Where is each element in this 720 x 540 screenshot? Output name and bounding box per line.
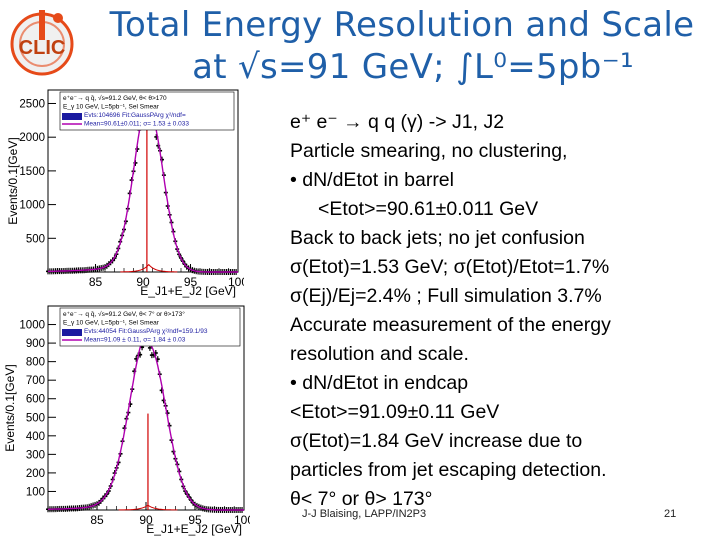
histogram-endcap: 85 90 95 100 100 200 300 400 500 600 700 800 900 1000… [4,302,250,536]
y-tick-label: 1000 [19,320,45,332]
x-tick-label: 95 [184,275,198,289]
body-line: • dN/dEtot in barrel [290,169,454,191]
y-tick-label: 400 [26,431,45,443]
legend-box [59,307,241,347]
x-axis-label: E_J1+E_J2 [GeV] [140,284,236,298]
isr-curve [120,263,178,273]
y-tick-label: 2000 [19,132,45,144]
x-tick-label: 90 [139,513,153,527]
body-line: θ< 7° or θ> 173° [290,488,433,510]
y-tick-label: 900 [26,338,45,350]
legend-text: Mean=90.61±0.011; σ= 1.53 ± 0.033 [84,121,189,128]
x-tick-label: 100 [234,513,250,527]
x-tick-label: 100 [228,275,244,289]
y-tick-label: 800 [26,357,45,369]
y-axis-label: Events/0.1[GeV] [4,364,17,451]
legend-text: E_γ 10 GeV, L=5pb⁻¹, Sel Smear [63,104,160,111]
body-line: σ(Etot)=1.84 GeV increase due to [290,430,583,452]
isr-curve [118,504,178,511]
slide-body-text: e⁺ e⁻ → q q (γ) -> J1, J2 Particle smear… [290,108,710,514]
legend-swatch-data [62,113,82,120]
x-tick-label: 85 [89,275,103,289]
legend-text: Evts:44054 Fit:GaussPArg χ²/ndf=159.1/93 [84,328,208,335]
title-line-1: Total Energy Resolution and Scale [109,5,695,45]
x-tick-label: 95 [188,513,202,527]
body-line: Accurate measurement of the energy [290,314,611,336]
y-tick-label: 300 [26,449,45,461]
body-line: σ(Etot)=1.53 GeV; σ(Etot)/Etot=1.7% [290,256,610,278]
legend-text: e⁺e⁻→ q q̄, √s=91.2 GeV, θ< 7° or θ>173° [63,310,185,318]
y-tick-label: 500 [26,233,45,245]
x-axis-label: E_J1+E_J2 [GeV] [146,522,242,536]
legend-text: Mean=91.09 ± 0.11, σ= 1.84 ± 0.03 [84,337,186,344]
body-line: resolution and scale. [290,343,469,365]
title-line-2: at √s=91 GeV; ∫L⁰=5pb⁻¹ [192,47,634,87]
body-line: particles from jet escaping detection. [290,459,607,481]
y-tick-label: 700 [26,375,45,387]
legend-swatch-data [62,329,82,336]
footer-author: J-J Blaising, LAPP/IN2P3 [302,508,427,520]
body-line: Back to back jets; no jet confusion [290,227,585,249]
y-tick-label: 600 [26,394,45,406]
body-line: e⁺ e⁻ → q q (γ) -> J1, J2 [290,111,505,133]
legend-box [59,91,235,131]
histogram-endcap-svg: 85 90 95 100 100 200 300 400 500 600 700 800 900 1000… [4,305,250,536]
slide-title: Total Energy Resolution and Scale at √s=… [92,4,712,88]
legend-text: e⁺e⁻→ q q̄, √s=91.2 GeV, θ< θ>170 [63,94,167,102]
y-tick-label: 2500 [19,98,45,110]
body-line: <Etot>=91.09±0.11 GeV [290,401,500,423]
y-tick-label: 100 [26,486,45,498]
logo-text: CLIC [19,37,66,59]
y-tick-label: 1500 [19,166,45,178]
x-tick-label: 90 [136,275,150,289]
body-line: • dN/dEtot in endcap [290,372,469,394]
clic-logo: CLIC [6,6,78,78]
body-line: σ(Ej)/Ej=2.4% ; Full simulation 3.7% [290,285,602,307]
body-line: Particle smearing, no clustering, [290,140,568,162]
x-tick-label: 85 [90,513,104,527]
y-tick-label: 200 [26,468,45,480]
legend-text: E_γ 10 GeV, L=5pb⁻¹, Sel Smear [63,320,160,327]
legend-text: Evts:104696 Fit:GaussPArg χ²/ndf= [84,112,186,119]
y-axis-label: Events/0.1[GeV] [8,137,20,224]
histogram-barrel-svg: 85 90 95 100 500 1000 1500 2000 2500 Events/0.1[G… [8,89,244,298]
y-tick-label: 1000 [19,200,45,212]
histogram-barrel: 85 90 95 100 500 1000 1500 2000 2500 Events/0.1[G… [8,86,244,298]
y-tick-label: 500 [26,412,45,424]
body-line: <Etot>=90.61±0.011 GeV [318,198,539,220]
page-number: 21 [664,508,677,520]
